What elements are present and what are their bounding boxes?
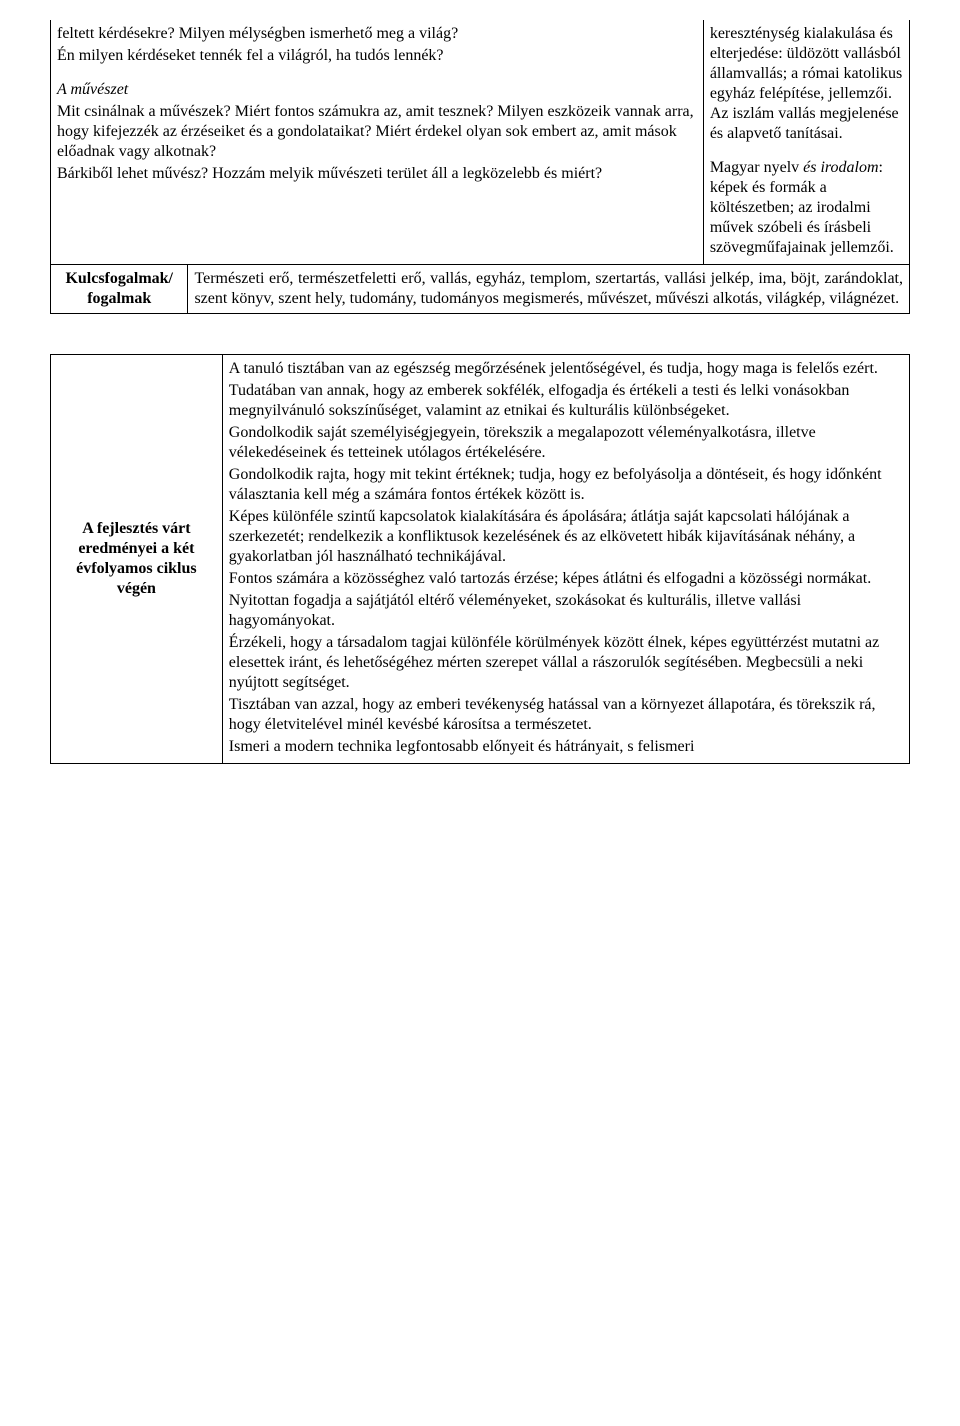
- sidebar-cell: kereszténység kialakulása és elterjedése…: [703, 20, 909, 265]
- outcome-item: Ismeri a modern technika legfontosabb el…: [229, 737, 903, 757]
- sidebar-paragraph: Magyar nyelv és irodalom: képek és formá…: [710, 158, 903, 258]
- outcome-item: Gondolkodik saját személyiségjegyein, tö…: [229, 423, 903, 463]
- table-row: A fejlesztés várt eredményei a két évfol…: [51, 355, 910, 764]
- table-row: Kulcsfogalmak/ fogalmak Természeti erő, …: [51, 265, 910, 314]
- outcome-item: Tudatában van annak, hogy az emberek sok…: [229, 381, 903, 421]
- art-paragraph: Mit csinálnak a művészek? Miért fontos s…: [57, 102, 697, 162]
- sidebar-paragraph: kereszténység kialakulása és elterjedése…: [710, 24, 903, 144]
- outcomes-label: A fejlesztés várt eredményei a két évfol…: [51, 355, 223, 764]
- outcome-item: Képes különféle szintű kapcsolatok kiala…: [229, 507, 903, 567]
- table-outcomes: A fejlesztés várt eredményei a két évfol…: [50, 354, 910, 764]
- table-top: feltett kérdésekre? Milyen mélységben is…: [50, 20, 910, 314]
- main-content-cell: feltett kérdésekre? Milyen mélységben is…: [51, 20, 704, 265]
- key-concepts-label: Kulcsfogalmak/ fogalmak: [51, 265, 188, 314]
- sidebar-emph: Magyar nyelv: [710, 159, 799, 176]
- outcome-item: Tisztában van azzal, hogy az emberi tevé…: [229, 695, 903, 735]
- sidebar-emph-italic: és irodalom: [799, 159, 878, 176]
- outcomes-body-cell: A tanuló tisztában van az egészség megőr…: [222, 355, 909, 764]
- art-paragraph: Bárkiből lehet művész? Hozzám melyik műv…: [57, 164, 697, 184]
- table-row: feltett kérdésekre? Milyen mélységben is…: [51, 20, 910, 265]
- outcome-item: Gondolkodik rajta, hogy mit tekint érték…: [229, 465, 903, 505]
- section-heading-art: A művészet: [57, 80, 697, 100]
- outcome-item: Nyitottan fogadja a sajátjától eltérő vé…: [229, 591, 903, 631]
- key-concepts-body: Természeti erő, természetfeletti erő, va…: [188, 265, 910, 314]
- page: feltett kérdésekre? Milyen mélységben is…: [0, 0, 960, 804]
- question-line: feltett kérdésekre? Milyen mélységben is…: [57, 24, 697, 44]
- outcome-item: Érzékeli, hogy a társadalom tagjai külön…: [229, 633, 903, 693]
- outcome-item: Fontos számára a közösséghez való tartoz…: [229, 569, 903, 589]
- outcome-item: A tanuló tisztában van az egészség megőr…: [229, 359, 903, 379]
- question-line: Én milyen kérdéseket tennék fel a világr…: [57, 46, 697, 66]
